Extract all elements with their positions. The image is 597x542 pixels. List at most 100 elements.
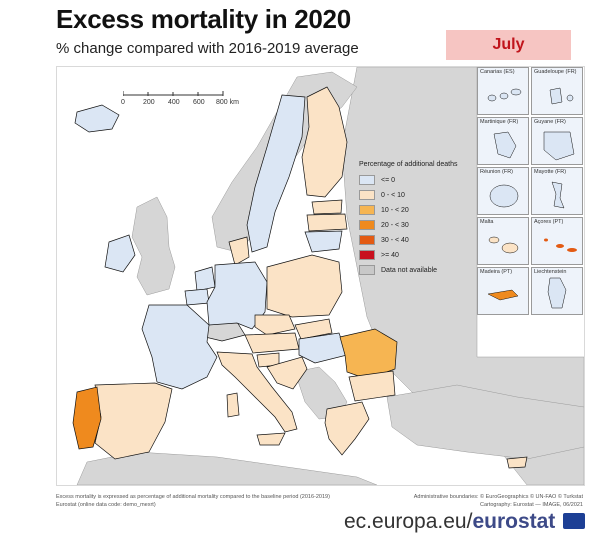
inset-label: Açores (PT) bbox=[534, 219, 564, 225]
inset-shape bbox=[487, 289, 519, 301]
legend-swatch bbox=[359, 190, 375, 200]
legend-label: Data not available bbox=[381, 266, 438, 274]
inset-panel: Canarias (ES) Guadeloupe (FR) Martinique… bbox=[477, 67, 584, 357]
legend-swatch bbox=[359, 235, 375, 245]
inset-reunion: Réunion (FR) bbox=[477, 167, 529, 215]
map-legend: Percentage of additional deaths <= 0 0 -… bbox=[359, 161, 477, 279]
eu-flag-icon bbox=[563, 513, 585, 529]
scale-tick: 800 km bbox=[216, 99, 239, 106]
inset-shape bbox=[493, 131, 517, 159]
legend-item: 0 - < 10 bbox=[359, 189, 477, 201]
country-spain bbox=[94, 382, 173, 460]
inset-label: Guyane (FR) bbox=[534, 119, 566, 125]
eurostat-brand[interactable]: ec.europa.eu/eurostat bbox=[344, 510, 555, 534]
inset-madeira: Madeira (PT) bbox=[477, 267, 529, 315]
brand-url: ec.europa.eu/ bbox=[344, 510, 473, 533]
inset-label: Madeira (PT) bbox=[480, 269, 513, 275]
inset-liechtenstein: Liechtenstein bbox=[531, 267, 583, 315]
inset-label: Liechtenstein bbox=[534, 269, 567, 275]
country-lithuania bbox=[304, 230, 343, 253]
scale-tick: 400 bbox=[168, 99, 180, 106]
page-title: Excess mortality in 2020 bbox=[56, 4, 351, 34]
footer-source: Eurostat (online data code: demo_mexrt) bbox=[56, 502, 156, 508]
scale-tick: 200 bbox=[143, 99, 155, 106]
inset-shape bbox=[544, 238, 577, 252]
inset-label: Martinique (FR) bbox=[480, 119, 519, 125]
country-france bbox=[141, 304, 218, 390]
inset-guyane: Guyane (FR) bbox=[531, 117, 583, 165]
country-greece bbox=[324, 401, 370, 456]
inset-label: Mayotte (FR) bbox=[534, 169, 567, 175]
footer-note: Excess mortality is expressed as percent… bbox=[56, 494, 330, 500]
legend-swatch bbox=[359, 205, 375, 215]
map-frame: 0 200 400 600 800 km Percentage of addit… bbox=[56, 66, 585, 486]
country-ireland bbox=[104, 234, 136, 273]
legend-label: 20 - < 30 bbox=[381, 221, 409, 229]
legend-swatch bbox=[359, 250, 375, 260]
inset-mayotte: Mayotte (FR) bbox=[531, 167, 583, 215]
legend-item: 30 - < 40 bbox=[359, 234, 477, 246]
scale-bar: 0 200 400 600 800 km bbox=[121, 89, 243, 108]
land-north-africa bbox=[76, 451, 378, 485]
inset-label: Guadeloupe (FR) bbox=[534, 69, 577, 75]
inset-martinique: Martinique (FR) bbox=[477, 117, 529, 165]
footer-notes: Excess mortality is expressed as percent… bbox=[56, 493, 386, 509]
country-sardinia bbox=[226, 392, 240, 418]
country-latvia bbox=[306, 213, 348, 232]
footer-cartography: Cartography: Eurostat — IMAGE, 06/2021 bbox=[479, 502, 583, 508]
country-estonia bbox=[311, 199, 343, 215]
europe-map bbox=[72, 67, 584, 485]
legend-swatch bbox=[359, 175, 375, 185]
inset-canarias: Canarias (ES) bbox=[477, 67, 529, 115]
country-netherlands bbox=[194, 266, 216, 292]
inset-shape bbox=[549, 87, 574, 105]
inset-label: Canarias (ES) bbox=[480, 69, 515, 75]
country-germany bbox=[206, 261, 268, 330]
inset-shape bbox=[551, 181, 565, 209]
land-turkey bbox=[386, 384, 584, 460]
inset-label: Malta bbox=[480, 219, 494, 225]
page-subtitle: % change compared with 2016-2019 average bbox=[56, 40, 359, 57]
country-sicily bbox=[256, 432, 286, 446]
scale-tick: 600 bbox=[193, 99, 205, 106]
legend-item: <= 0 bbox=[359, 174, 477, 186]
country-denmark bbox=[228, 236, 250, 266]
inset-shape bbox=[543, 131, 575, 161]
footer-credit: Administrative boundaries: © EuroGeograp… bbox=[413, 494, 583, 500]
legend-label: 30 - < 40 bbox=[381, 236, 409, 244]
legend-item: 10 - < 20 bbox=[359, 204, 477, 216]
inset-shape bbox=[489, 184, 519, 208]
scale-tick: 0 bbox=[121, 99, 125, 106]
legend-label: 0 - < 10 bbox=[381, 191, 405, 199]
legend-label: >= 40 bbox=[381, 251, 399, 259]
legend-item: Data not available bbox=[359, 264, 477, 276]
country-croatia bbox=[266, 356, 308, 390]
country-slovakia bbox=[294, 318, 333, 340]
country-belgium bbox=[184, 288, 210, 306]
legend-swatch bbox=[359, 220, 375, 230]
legend-label: 10 - < 20 bbox=[381, 206, 409, 214]
country-iceland bbox=[74, 104, 120, 133]
legend-label: <= 0 bbox=[381, 176, 396, 184]
inset-shape bbox=[487, 88, 522, 102]
month-badge: July bbox=[446, 30, 571, 60]
legend-item: 20 - < 30 bbox=[359, 219, 477, 231]
inset-malta: Malta bbox=[477, 217, 529, 265]
brand-name: eurostat bbox=[472, 510, 556, 533]
land-uk bbox=[131, 196, 176, 296]
legend-swatch bbox=[359, 265, 375, 275]
country-cyprus bbox=[506, 456, 528, 469]
country-finland bbox=[301, 86, 348, 198]
country-austria bbox=[244, 332, 300, 354]
scale-bar-line bbox=[122, 91, 224, 96]
legend-title: Percentage of additional deaths bbox=[359, 161, 458, 168]
footer-credits: Administrative boundaries: © EuroGeograp… bbox=[388, 493, 583, 509]
country-portugal bbox=[72, 386, 102, 450]
country-czechia bbox=[254, 314, 296, 336]
inset-acores: Açores (PT) bbox=[531, 217, 583, 265]
country-italy bbox=[216, 351, 298, 433]
inset-shape bbox=[488, 236, 519, 254]
legend-item: >= 40 bbox=[359, 249, 477, 261]
country-poland bbox=[266, 254, 343, 318]
country-sweden bbox=[246, 94, 306, 253]
